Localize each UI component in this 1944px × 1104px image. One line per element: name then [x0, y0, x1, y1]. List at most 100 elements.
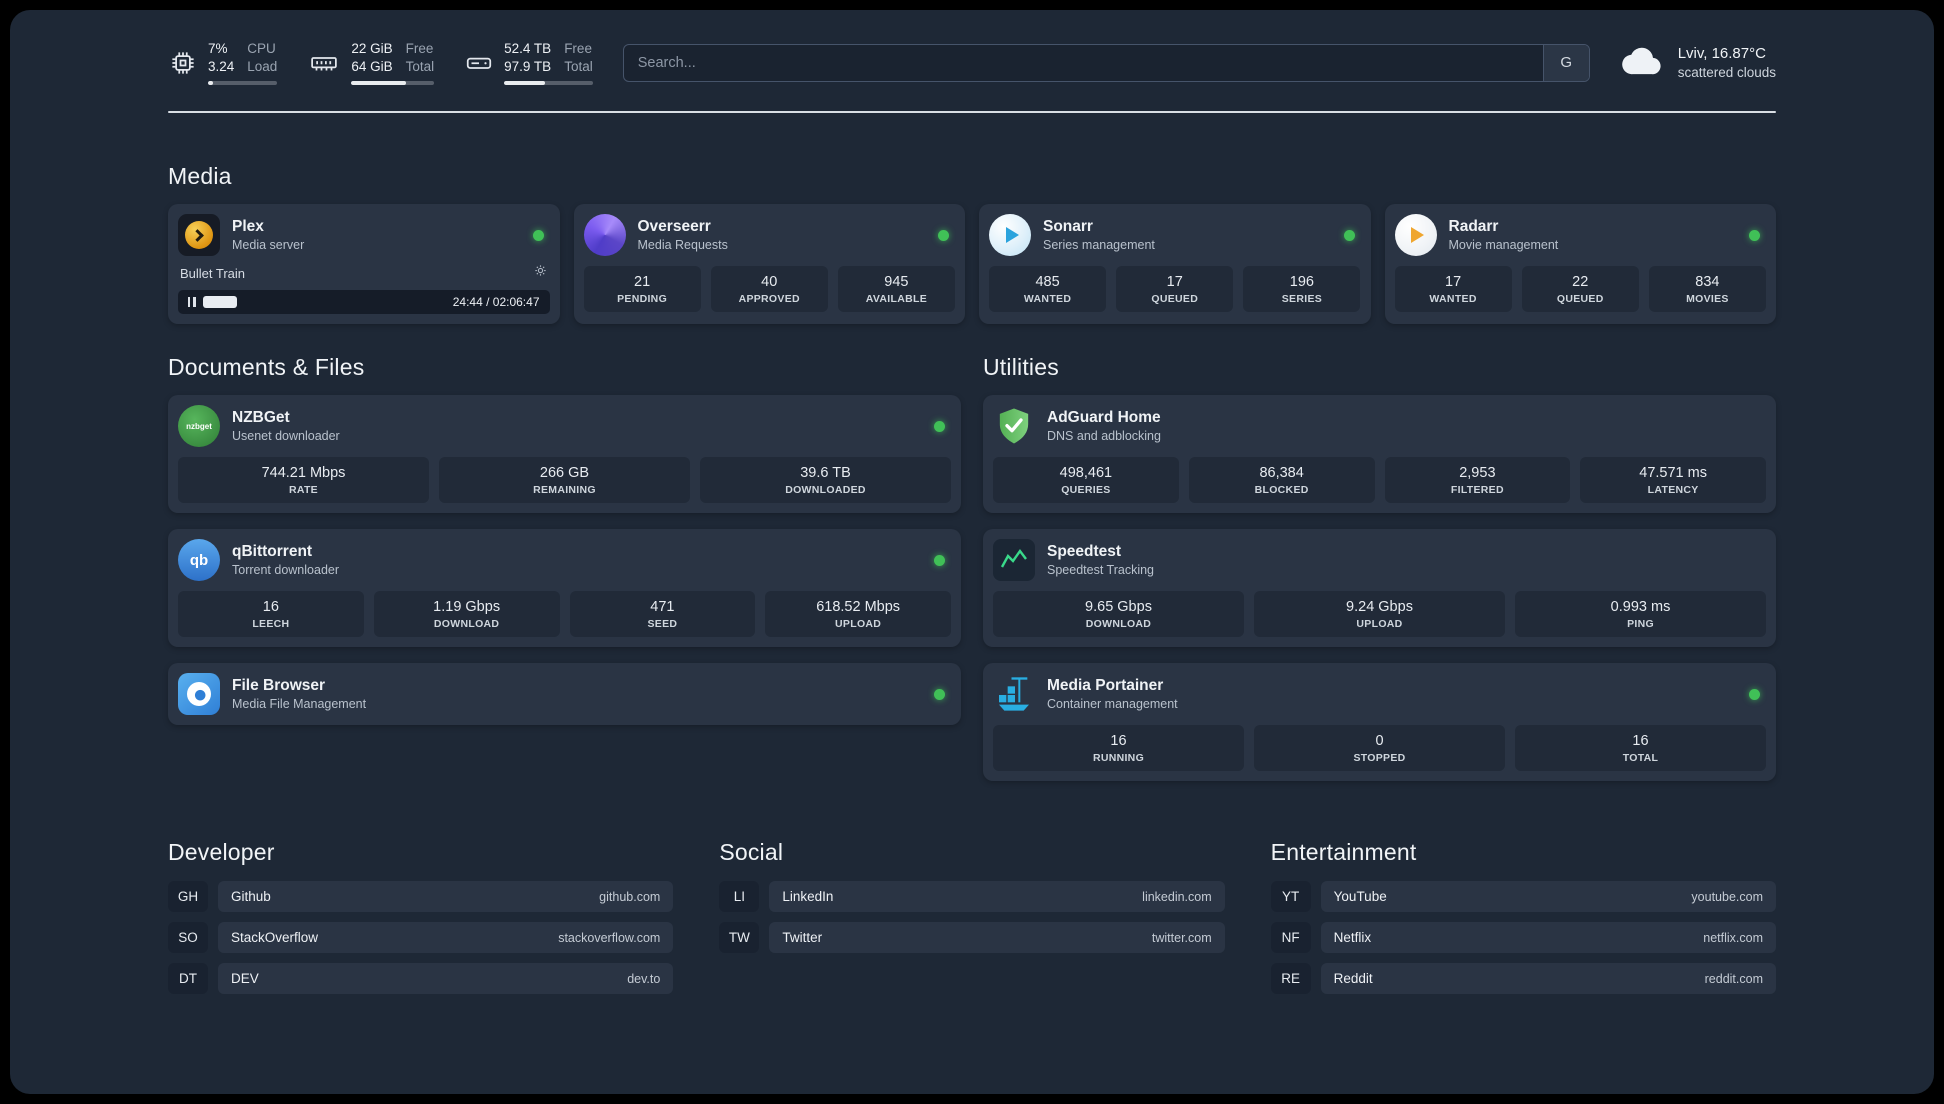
stat-row: 21 PENDING 40 APPROVED 945 AVAILABLE: [583, 266, 956, 312]
stat-tile: 40 APPROVED: [710, 266, 828, 312]
cpu-label: CPU: [247, 41, 276, 56]
disk-icon: [464, 48, 494, 78]
weather-condition: scattered clouds: [1677, 64, 1776, 80]
stat-label: QUEUED: [1556, 293, 1604, 305]
bookmark-abbr: GH: [168, 881, 208, 912]
section-title-media: Media: [168, 163, 232, 189]
stat-value: 196: [1289, 274, 1314, 290]
stat-tile: 16 TOTAL: [1515, 725, 1766, 771]
stat-row: 744.21 Mbps RATE 266 GB REMAINING 39.6 T…: [178, 457, 951, 503]
app-subtitle-adguard: DNS and adblocking: [1047, 429, 1161, 443]
stat-row: 16 RUNNING 0 STOPPED 16 TOTAL: [993, 725, 1766, 771]
pause-icon[interactable]: [186, 297, 197, 307]
bookmark-name: Reddit: [1333, 971, 1373, 986]
stat-label: RUNNING: [1092, 752, 1145, 764]
cpu-load-label: Load: [247, 59, 278, 74]
topbar: 7% 3.24 CPU Load: [168, 40, 1776, 85]
status-online-dot: [1749, 688, 1760, 700]
app-card-nzbget[interactable]: nzbget NZBGet Usenet downloader 744.21 M…: [168, 395, 961, 513]
bookmark-group-social: Social LI LinkedIn linkedin.com TW Twitt…: [719, 839, 1225, 1004]
bookmark-pill[interactable]: StackOverflow stackoverflow.com: [218, 922, 674, 953]
stat-tile: 22 QUEUED: [1521, 266, 1639, 312]
stat-label: APPROVED: [738, 293, 800, 305]
stat-tile: 39.6 TB DOWNLOADED: [700, 457, 951, 503]
disk-free-label: Free: [564, 41, 592, 56]
stat-label: QUERIES: [1061, 484, 1111, 496]
stat-tile: 618.52 Mbps UPLOAD: [765, 591, 951, 637]
stat-tile: 485 WANTED: [989, 266, 1107, 312]
bookmark-pill[interactable]: Twitter twitter.com: [769, 922, 1225, 953]
stat-tile: 16 RUNNING: [993, 725, 1244, 771]
bookmark-youtube[interactable]: YT YouTube youtube.com: [1270, 881, 1776, 912]
disk-usage-bar: [504, 81, 593, 85]
app-card-radarr[interactable]: Radarr Movie management 17 WANTED 22 QUE…: [1384, 204, 1776, 324]
app-title-adguard: AdGuard Home: [1047, 409, 1161, 426]
bookmark-github[interactable]: GH Github github.com: [168, 881, 674, 912]
stat-tile: 834 MOVIES: [1648, 266, 1766, 312]
status-online-dot: [1749, 229, 1760, 241]
app-subtitle-portainer: Container management: [1047, 697, 1178, 711]
app-title-overseerr: Overseerr: [637, 218, 711, 235]
bookmark-name: YouTube: [1333, 889, 1387, 904]
bookmark-netflix[interactable]: NF Netflix netflix.com: [1270, 922, 1776, 953]
weather-location: Lviv, 16.87°C: [1677, 44, 1766, 62]
stat-label: PENDING: [617, 293, 668, 305]
status-online-dot: [934, 554, 945, 566]
section-title-social: Social: [719, 839, 784, 865]
cpu-metric: 7% 3.24 CPU Load: [168, 40, 278, 85]
app-subtitle-radarr: Movie management: [1448, 238, 1559, 252]
stat-tile: 47.571 ms LATENCY: [1580, 457, 1766, 503]
search-engine-button[interactable]: G: [1542, 44, 1589, 81]
memory-usage-bar: [351, 81, 435, 85]
app-card-overseerr[interactable]: Overseerr Media Requests 21 PENDING 40 A…: [573, 204, 965, 324]
stat-value: 2,953: [1459, 465, 1496, 481]
app-card-sonarr[interactable]: Sonarr Series management 485 WANTED 17 Q…: [979, 204, 1371, 324]
app-card-portainer[interactable]: Media Portainer Container management 16 …: [983, 663, 1776, 781]
dashboard-container: 7% 3.24 CPU Load: [168, 10, 1776, 1064]
section-documents: Documents & Files nzbget NZBGet Usenet d…: [168, 354, 961, 781]
bookmark-abbr: RE: [1270, 963, 1311, 994]
app-title-filebrowser: File Browser: [232, 677, 326, 694]
stat-value: 39.6 TB: [800, 465, 851, 481]
app-card-qbittorrent[interactable]: qb qBittorrent Torrent downloader 16 LEE…: [168, 529, 961, 647]
app-card-speedtest[interactable]: Speedtest Speedtest Tracking 9.65 Gbps D…: [983, 529, 1776, 647]
stat-label: SEED: [647, 618, 678, 630]
app-subtitle-plex: Media server: [232, 238, 305, 252]
stat-value: 17: [1166, 274, 1183, 290]
gear-icon[interactable]: [533, 263, 548, 283]
bookmark-stackoverflow[interactable]: SO StackOverflow stackoverflow.com: [168, 922, 674, 953]
adguard-icon: [993, 405, 1035, 447]
bookmark-pill[interactable]: YouTube youtube.com: [1320, 881, 1776, 912]
cpu-usage-bar: [208, 81, 278, 85]
app-card-filebrowser[interactable]: File Browser Media File Management: [168, 663, 961, 725]
stat-label: LATENCY: [1647, 484, 1699, 496]
bookmark-pill[interactable]: Reddit reddit.com: [1320, 963, 1776, 994]
bookmark-pill[interactable]: Github github.com: [218, 881, 674, 912]
bookmark-twitter[interactable]: TW Twitter twitter.com: [719, 922, 1225, 953]
bookmark-abbr: LI: [719, 881, 760, 912]
bookmark-reddit[interactable]: RE Reddit reddit.com: [1270, 963, 1776, 994]
memory-total-label: Total: [405, 59, 435, 74]
stat-tile: 86,384 BLOCKED: [1188, 457, 1375, 503]
app-card-adguard[interactable]: AdGuard Home DNS and adblocking 498,461 …: [983, 395, 1776, 513]
stat-value: 266 GB: [539, 465, 590, 481]
bookmark-pill[interactable]: Netflix netflix.com: [1320, 922, 1776, 953]
now-playing-title: Bullet Train: [180, 265, 246, 281]
bookmark-pill[interactable]: LinkedIn linkedin.com: [769, 881, 1225, 912]
stat-label: AVAILABLE: [865, 293, 928, 305]
bookmark-dev[interactable]: DT DEV dev.to: [168, 963, 674, 994]
stat-value: 86,384: [1259, 465, 1304, 481]
app-card-plex[interactable]: Plex Media server Bullet Train: [168, 204, 560, 324]
bookmark-linkedin[interactable]: LI LinkedIn linkedin.com: [719, 881, 1225, 912]
bookmark-pill[interactable]: DEV dev.to: [218, 963, 674, 994]
stat-tile: 0 STOPPED: [1254, 725, 1505, 771]
stat-value: 945: [884, 274, 909, 290]
bookmark-url: netflix.com: [1703, 930, 1763, 945]
stat-value: 485: [1035, 274, 1060, 290]
search-input[interactable]: [623, 44, 1543, 81]
memory-free-label: Free: [405, 41, 434, 56]
stat-row: 9.65 Gbps DOWNLOAD 9.24 Gbps UPLOAD 0.99…: [993, 591, 1766, 637]
media-progress-bar[interactable]: 24:44 / 02:06:47: [178, 290, 550, 314]
app-subtitle-filebrowser: Media File Management: [232, 697, 367, 711]
radarr-icon: [1394, 214, 1437, 256]
